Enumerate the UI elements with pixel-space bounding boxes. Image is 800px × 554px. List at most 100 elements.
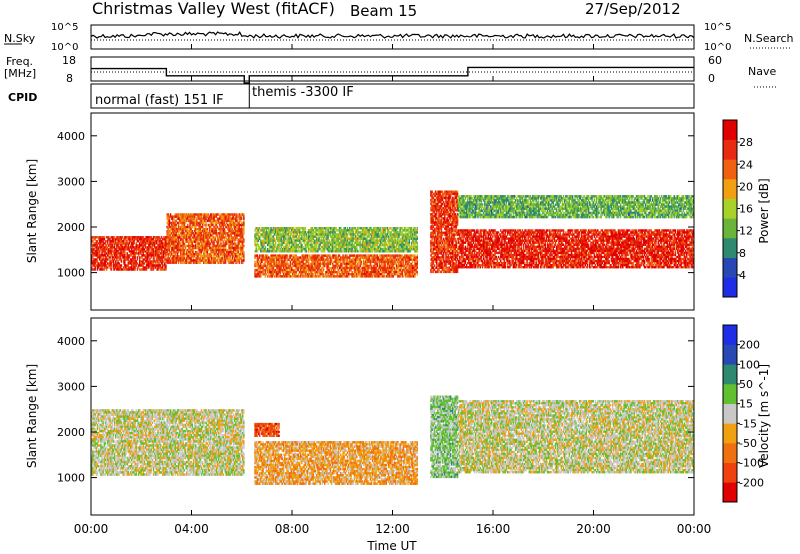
heatmap-cell <box>100 246 102 249</box>
heatmap-cell <box>145 246 148 249</box>
heatmap-cell <box>303 275 305 278</box>
heatmap-cell <box>135 262 137 265</box>
heatmap-cell <box>94 242 96 245</box>
heatmap-cell <box>148 266 150 269</box>
heatmap-cell <box>172 257 174 260</box>
heatmap-cell <box>217 238 220 241</box>
heatmap-cell <box>262 254 264 257</box>
heatmap-cell <box>144 268 147 271</box>
heatmap-cell <box>321 273 324 276</box>
heatmap-cell <box>120 258 123 261</box>
heatmap-cell <box>187 253 189 256</box>
heatmap-cell <box>166 246 168 250</box>
heatmap-cell <box>228 244 230 248</box>
heatmap-cell <box>272 260 275 264</box>
heatmap-cell <box>191 244 194 248</box>
heatmap-cell <box>239 253 242 256</box>
heatmap-cell <box>152 260 155 263</box>
heatmap-cell <box>158 258 160 261</box>
heatmap-cell <box>199 232 202 235</box>
heatmap-cell <box>302 260 304 264</box>
heatmap-cell <box>147 262 149 265</box>
heatmap-cell <box>99 244 101 247</box>
heatmap-cell <box>297 262 300 266</box>
heatmap-cell <box>147 248 149 251</box>
heatmap-cell <box>312 266 315 270</box>
heatmap-cell <box>116 248 118 251</box>
heatmap-cell <box>119 266 122 269</box>
heatmap-cell <box>176 250 179 254</box>
heatmap-cell <box>277 268 279 272</box>
heatmap-cell <box>136 246 139 249</box>
heatmap-cell <box>243 259 245 262</box>
heatmap-cell <box>322 268 325 272</box>
heatmap-cell <box>196 236 198 239</box>
heatmap-cell <box>314 264 317 268</box>
station-title: Christmas Valley West (fitACF) <box>92 0 335 18</box>
heatmap-cell <box>155 250 157 253</box>
heatmap-cell <box>95 254 98 257</box>
heatmap-cell <box>302 264 304 268</box>
heatmap-cell <box>234 232 236 235</box>
heatmap-cell <box>208 219 211 223</box>
heatmap-cell <box>288 270 291 274</box>
heatmap-cell <box>228 261 230 264</box>
heatmap-cell <box>172 236 174 239</box>
heatmap-cell <box>109 266 111 269</box>
heatmap-cell <box>285 273 287 276</box>
heatmap-cell <box>183 228 186 231</box>
heatmap-cell <box>215 213 218 216</box>
heatmap-cell <box>197 223 199 227</box>
heatmap-cell <box>112 246 115 249</box>
heatmap-cell <box>219 232 221 235</box>
heatmap-cell <box>198 221 200 225</box>
heatmap-cell <box>107 240 109 243</box>
heatmap-cell <box>164 262 166 265</box>
heatmap-cell <box>324 262 326 266</box>
heatmap-cell <box>278 254 280 257</box>
heatmap-cell <box>180 259 182 262</box>
heatmap-cell <box>152 268 155 271</box>
heatmap-cell <box>234 238 236 241</box>
heatmap-cell <box>205 246 207 250</box>
heatmap-cell <box>273 258 276 261</box>
heatmap-cell <box>184 219 187 223</box>
heatmap-cell <box>189 246 191 250</box>
heatmap-cell <box>256 258 259 261</box>
heatmap-cell <box>242 246 244 250</box>
heatmap-cell <box>107 258 109 261</box>
heatmap-cell <box>119 236 122 239</box>
heatmap-cell <box>303 266 305 270</box>
heatmap-cell <box>140 236 142 239</box>
heatmap-cell <box>224 261 227 264</box>
heatmap-cell <box>207 255 210 258</box>
heatmap-cell <box>180 219 182 223</box>
heatmap-cell <box>215 248 218 252</box>
heatmap-cell <box>184 228 187 231</box>
heatmap-cell <box>116 264 118 267</box>
heatmap-cell <box>107 254 109 257</box>
heatmap-cell <box>132 256 134 259</box>
heatmap-cell <box>215 228 218 231</box>
heatmap-cell <box>125 240 127 243</box>
heatmap-cell <box>243 219 245 223</box>
heatmap-cell <box>258 273 261 276</box>
heatmap-cell <box>172 253 174 256</box>
heatmap-cell <box>318 256 320 259</box>
heatmap-cell <box>134 258 136 261</box>
heatmap-cell <box>225 253 228 256</box>
heatmap-cell <box>199 255 202 258</box>
heatmap-cell <box>227 238 229 241</box>
heatmap-cell <box>238 240 240 243</box>
heatmap-cell <box>166 236 168 239</box>
heatmap-cell <box>195 238 197 241</box>
heatmap-cell <box>126 254 128 257</box>
heatmap-cell <box>101 254 103 257</box>
heatmap-cell <box>271 260 273 264</box>
heatmap-cell <box>237 225 239 229</box>
heatmap-cell <box>215 246 218 250</box>
heatmap-cell <box>181 259 183 262</box>
heatmap-cell <box>211 230 213 233</box>
heatmap-cell <box>298 258 301 261</box>
heatmap-cell <box>230 230 232 233</box>
